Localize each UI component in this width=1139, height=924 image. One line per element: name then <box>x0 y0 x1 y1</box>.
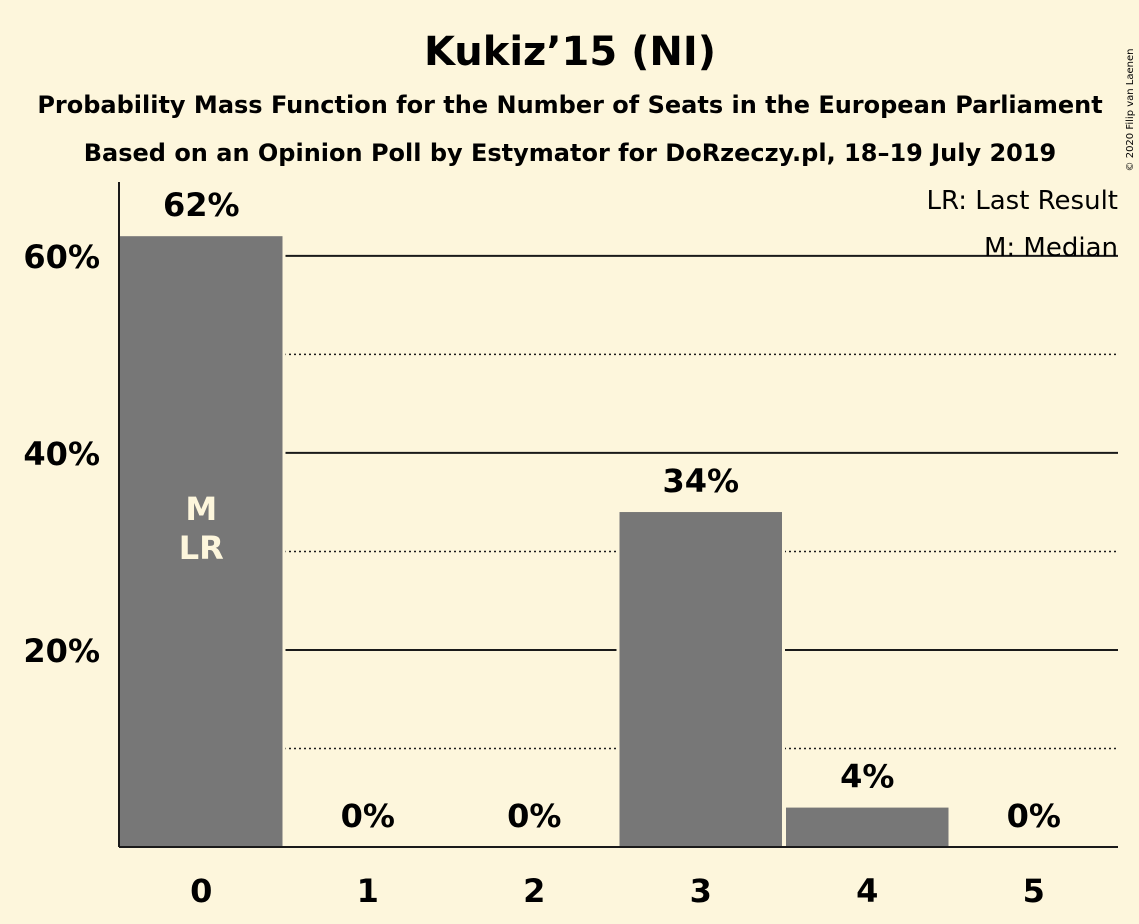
legend-median: M: Median <box>984 233 1118 263</box>
data-label: 62% <box>163 186 240 224</box>
bar-gap <box>783 807 786 847</box>
bar-gap <box>782 512 785 847</box>
bar-gap <box>948 807 952 847</box>
y-tick-label: 40% <box>23 435 100 473</box>
x-tick-label: 2 <box>523 872 545 910</box>
x-tick-label: 5 <box>1023 872 1045 910</box>
bar-seats-3 <box>619 512 782 847</box>
x-tick-label: 1 <box>357 872 379 910</box>
bar-marker-lr: LR <box>179 529 224 567</box>
data-label: 4% <box>840 758 894 796</box>
data-label: 0% <box>341 797 395 835</box>
x-tick-label: 4 <box>856 872 878 910</box>
chart-subtitle-source: Based on an Opinion Poll by Estymator fo… <box>84 139 1057 167</box>
copyright-notice: © 2020 Filip van Laenen <box>1125 49 1136 172</box>
bar-seats-4 <box>786 807 949 847</box>
legend-last-result: LR: Last Result <box>926 186 1118 216</box>
data-label: 34% <box>662 462 739 500</box>
data-label: 0% <box>1007 797 1061 835</box>
data-label: 0% <box>507 797 561 835</box>
x-tick-label: 0 <box>190 872 212 910</box>
chart-subtitle: Probability Mass Function for the Number… <box>37 91 1102 119</box>
y-tick-label: 60% <box>23 238 100 276</box>
x-tick-label: 3 <box>690 872 712 910</box>
bar-gap <box>616 512 620 847</box>
bar-gap <box>282 236 286 847</box>
bar-marker-m: M <box>185 490 217 528</box>
chart-title: Kukiz’15 (NI) <box>424 29 716 75</box>
bar-seats-0 <box>120 236 283 847</box>
y-tick-label: 20% <box>23 632 100 670</box>
plot-area: 20% 40% 60% 0 1 2 3 4 5 62% 0% 0% 34% 4% 0% MLR <box>23 182 1118 910</box>
